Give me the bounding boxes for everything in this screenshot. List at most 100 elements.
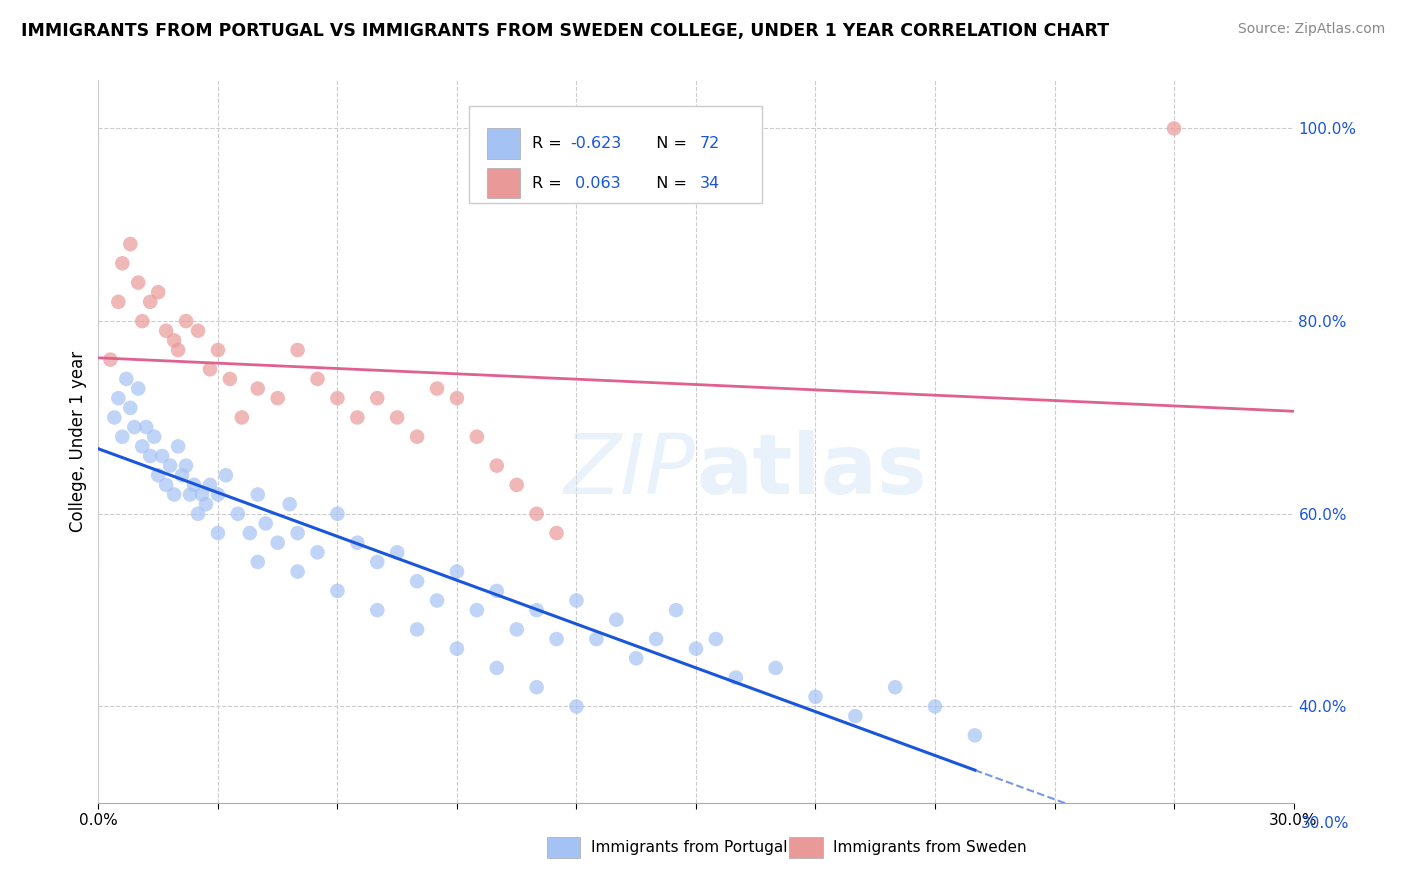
Point <box>406 430 429 444</box>
Point <box>226 507 249 521</box>
Point <box>546 526 568 541</box>
Text: 30.0%: 30.0% <box>1301 816 1348 830</box>
Point <box>131 439 153 453</box>
Point <box>385 545 409 559</box>
Point <box>406 623 429 637</box>
Point <box>120 401 142 415</box>
Point <box>1163 121 1185 136</box>
Point <box>963 728 986 742</box>
Point <box>526 680 548 694</box>
Point <box>385 410 409 425</box>
Point <box>465 430 488 444</box>
Point <box>107 391 129 405</box>
Point <box>546 632 568 646</box>
Point <box>135 420 157 434</box>
Point <box>884 680 907 694</box>
Point <box>207 487 229 501</box>
Point <box>924 699 946 714</box>
Point <box>215 468 238 483</box>
Point <box>685 641 707 656</box>
Point <box>219 372 242 386</box>
Point <box>207 526 229 541</box>
Point <box>704 632 727 646</box>
Point <box>426 382 449 396</box>
Point <box>163 487 186 501</box>
Text: R =: R = <box>533 136 567 151</box>
Point <box>267 535 290 549</box>
Point <box>526 603 548 617</box>
Point <box>143 430 166 444</box>
Bar <box>547 837 581 858</box>
Point <box>148 285 170 300</box>
Text: -0.623: -0.623 <box>571 136 621 151</box>
Point <box>183 478 205 492</box>
Text: IMMIGRANTS FROM PORTUGAL VS IMMIGRANTS FROM SWEDEN COLLEGE, UNDER 1 YEAR CORRELA: IMMIGRANTS FROM PORTUGAL VS IMMIGRANTS F… <box>21 22 1109 40</box>
Text: R =: R = <box>533 176 567 191</box>
Point <box>565 699 588 714</box>
Text: 0.063: 0.063 <box>571 176 621 191</box>
Point <box>406 574 429 589</box>
Point <box>326 391 349 405</box>
Text: Immigrants from Portugal: Immigrants from Portugal <box>591 840 787 855</box>
Point <box>645 632 668 646</box>
Point <box>346 535 368 549</box>
Point <box>155 478 177 492</box>
Point <box>163 334 186 348</box>
Point <box>124 420 146 434</box>
Point <box>526 507 548 521</box>
Point <box>287 526 309 541</box>
Point <box>426 593 449 607</box>
Point <box>506 623 529 637</box>
Point <box>366 603 388 617</box>
Point <box>307 372 329 386</box>
Point <box>150 449 173 463</box>
Bar <box>789 837 823 858</box>
Point <box>246 487 269 501</box>
Point <box>246 555 269 569</box>
Point <box>187 507 209 521</box>
Text: atlas: atlas <box>696 430 927 511</box>
Point <box>167 439 190 453</box>
Point <box>506 478 529 492</box>
Text: Source: ZipAtlas.com: Source: ZipAtlas.com <box>1237 22 1385 37</box>
Point <box>485 583 508 598</box>
Point <box>267 391 290 405</box>
Point <box>346 410 368 425</box>
Point <box>127 382 149 396</box>
Point <box>131 314 153 328</box>
Point <box>139 449 162 463</box>
Point <box>179 487 201 501</box>
Text: Immigrants from Sweden: Immigrants from Sweden <box>834 840 1026 855</box>
Point <box>804 690 827 704</box>
Point <box>98 352 122 367</box>
Point <box>446 391 468 405</box>
Point <box>765 661 787 675</box>
Point <box>107 294 129 309</box>
Text: 72: 72 <box>700 136 720 151</box>
Point <box>366 391 388 405</box>
Point <box>231 410 253 425</box>
Point <box>239 526 262 541</box>
Text: 34: 34 <box>700 176 720 191</box>
Point <box>724 671 747 685</box>
FancyBboxPatch shape <box>470 105 762 203</box>
Point <box>605 613 627 627</box>
Point <box>585 632 607 646</box>
Point <box>103 410 125 425</box>
Point <box>446 641 468 656</box>
Point <box>195 497 218 511</box>
Point <box>111 256 134 270</box>
Point <box>148 468 170 483</box>
Point <box>198 478 221 492</box>
Text: ZIP: ZIP <box>564 430 696 511</box>
Text: N =: N = <box>645 176 692 191</box>
Point <box>167 343 190 357</box>
Point <box>626 651 648 665</box>
Point <box>446 565 468 579</box>
Point <box>159 458 181 473</box>
Point <box>485 661 508 675</box>
Text: N =: N = <box>645 136 692 151</box>
Point <box>246 382 269 396</box>
Point <box>174 314 197 328</box>
Bar <box>486 128 520 159</box>
